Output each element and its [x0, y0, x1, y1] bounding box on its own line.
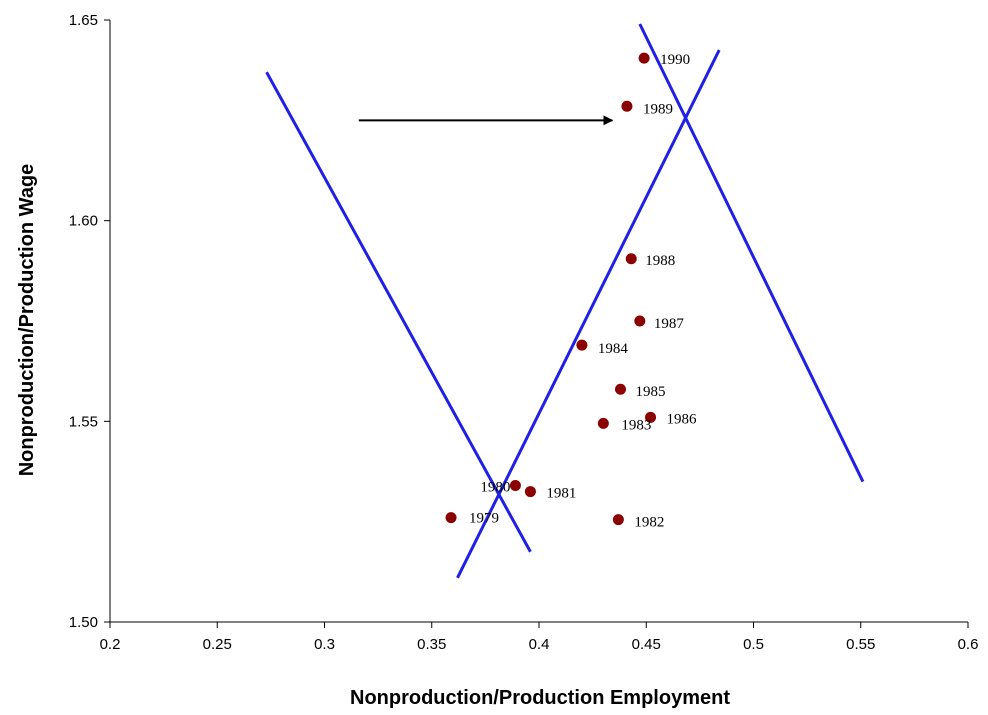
- x-tick-label: 0.3: [314, 636, 335, 653]
- point-1986: [645, 411, 657, 423]
- x-tick-label: 0.45: [632, 636, 661, 653]
- trend-lines: [265, 23, 865, 579]
- y-tick-label: 1.65: [69, 12, 98, 29]
- axes: [109, 20, 968, 623]
- y-tick-label: 1.60: [69, 213, 98, 230]
- point-label-1987: 1987: [654, 316, 685, 332]
- point-1981: [524, 486, 536, 498]
- point-1984: [576, 339, 588, 351]
- point-1983: [597, 417, 609, 429]
- point-1988: [625, 253, 637, 265]
- point-label-1986: 1986: [667, 411, 698, 427]
- x-tick-label: 0.4: [529, 636, 550, 653]
- point-label-1979: 1979: [469, 511, 499, 527]
- x-axis-title: Nonproduction/Production Employment: [350, 687, 730, 709]
- point-label-1988: 1988: [645, 253, 675, 269]
- point-1987: [634, 315, 646, 327]
- trend-line: [265, 71, 532, 553]
- point-label-1984: 1984: [598, 341, 629, 357]
- point-label-1985: 1985: [636, 384, 666, 400]
- point-label-1981: 1981: [546, 486, 576, 502]
- y-axis-title: Nonproduction/Production Wage: [16, 164, 38, 477]
- point-1980: [509, 480, 521, 492]
- point-1989: [621, 100, 633, 112]
- ticks: 0.2 0.25 0.3 0.35 0.4 0.45 0.5 0.55 0.6 1.50 1.55 1…: [69, 12, 979, 653]
- trend-line: [638, 23, 865, 483]
- y-tick-label: 1.50: [69, 614, 98, 631]
- x-tick-label: 0.5: [743, 636, 764, 653]
- y-tick-label: 1.55: [69, 413, 98, 430]
- point-label-1980: 1980: [480, 480, 510, 496]
- x-tick-label: 0.35: [417, 636, 446, 653]
- point-label-1982: 1982: [634, 515, 664, 531]
- point-1982: [612, 514, 624, 526]
- x-tick-label: 0.55: [846, 636, 875, 653]
- point-1990: [638, 52, 650, 64]
- point-label-1990: 1990: [660, 52, 690, 68]
- trend-line: [456, 49, 721, 579]
- data-points: [445, 52, 657, 526]
- point-label-1983: 1983: [621, 417, 651, 433]
- x-tick-label: 0.6: [958, 636, 979, 653]
- point-1985: [615, 383, 627, 395]
- x-tick-label: 0.2: [100, 636, 121, 653]
- point-1979: [445, 512, 457, 524]
- point-label-1989: 1989: [643, 101, 673, 117]
- x-tick-label: 0.25: [203, 636, 232, 653]
